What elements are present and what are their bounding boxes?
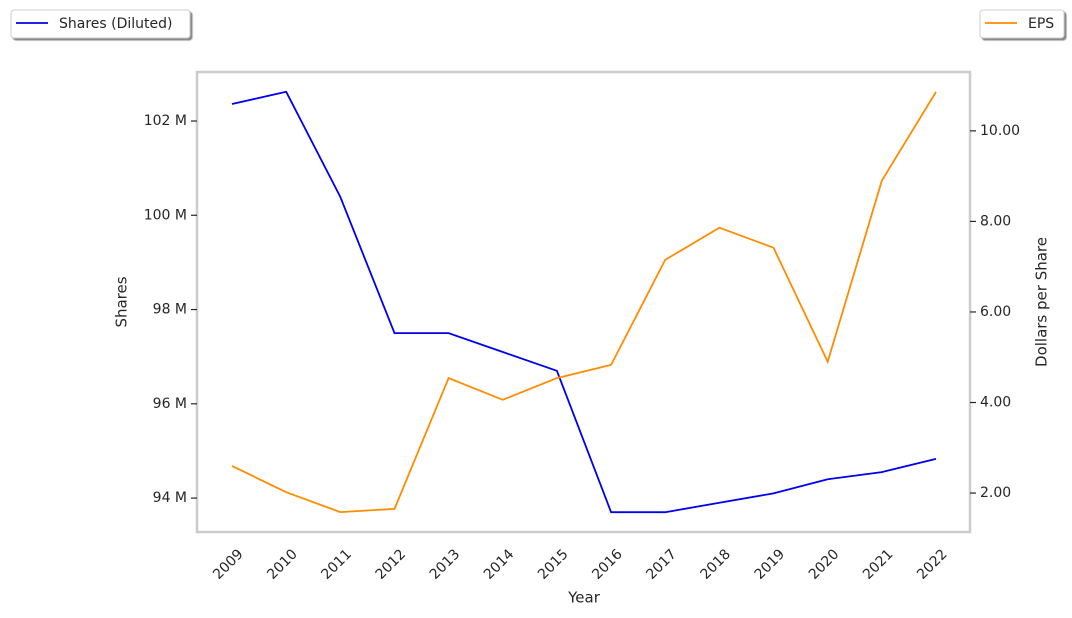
x-tick-label: 2009 [210,546,247,583]
y-tick-label: 98 M [153,302,187,318]
x-tick-label: 2015 [535,546,572,583]
x-tick-label: 2011 [318,546,355,583]
x-tick-label: 2019 [752,546,789,583]
y2-tick-label: 6.00 [980,304,1011,320]
legend-box [10,9,191,39]
x-tick-label: 2020 [806,546,843,583]
x-tick-label: 2013 [427,546,464,583]
x-tick-label: 2014 [481,546,518,583]
plot-frame [195,70,972,534]
series-line [231,91,937,514]
y-axis-label: Shares [113,276,131,327]
y-tick-label: 100 M [144,207,187,223]
y2-tick-label: 8.00 [980,213,1011,229]
x-tick-label: 2021 [860,546,897,583]
y2-axis-label: Dollars per Share [1033,237,1051,367]
legend-label: EPS [1028,16,1054,32]
x-tick-label: 2016 [589,546,626,583]
legend-box [979,9,1065,39]
y-tick-label: 102 M [144,113,187,129]
x-axis-label: Year [567,589,601,607]
y2-tick-label: 10.00 [980,123,1020,139]
x-tick-label: 2022 [914,546,951,583]
y2-tick-label: 4.00 [980,395,1011,411]
x-tick-label: 2018 [698,546,735,583]
x-tick-label: 2012 [373,546,410,583]
y-tick-label: 94 M [153,490,187,506]
y2-tick-label: 2.00 [980,485,1011,501]
x-tick-label: 2010 [264,546,301,583]
x-tick-label: 2017 [643,546,680,583]
legend-label: Shares (Diluted) [59,16,173,32]
y-tick-label: 96 M [153,396,187,412]
series-line [231,90,937,514]
